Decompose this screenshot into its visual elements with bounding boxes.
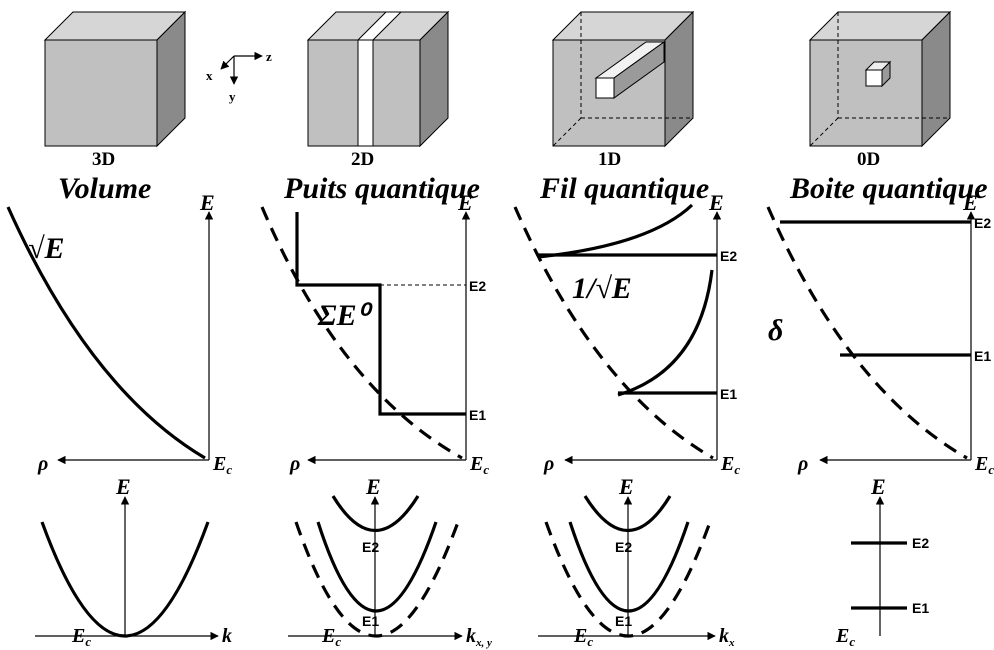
k-axis-label-3d: k: [222, 625, 232, 647]
dispersion-subband-e2-1d: [583, 495, 672, 533]
dos-spike-e2: [537, 203, 694, 259]
level-e1-disp-0d: E1: [912, 600, 929, 616]
level-e2-disp-0d: E2: [912, 535, 929, 551]
dos-plot-3d: E ρ Ec √E: [6, 190, 232, 477]
panel-title-boite-quantique: Boite quantique: [789, 172, 988, 205]
energy-axis-label-disp-2d: E: [365, 474, 381, 499]
level-e1-dos-0d: E1: [974, 348, 991, 364]
ec-label-disp-0d: Ec: [835, 625, 855, 649]
dispersion-parabola-3d: [40, 521, 210, 638]
panel-title-puits-quantique: Puits quantique: [283, 172, 480, 205]
axes-orientation-icon: z y x: [206, 49, 272, 104]
dispersion-bulk-1d: [544, 521, 712, 638]
dispersion-plot-0d: E E2 E1 Ec: [835, 474, 929, 649]
energy-axis-label-disp-1d: E: [618, 474, 634, 499]
energy-axis-label-1d: E: [708, 190, 724, 215]
dimension-label-0d: 0D: [857, 149, 880, 170]
cube-1d-quantum-wire: [551, 10, 695, 148]
dispersion-subband-e2-2d: [331, 495, 420, 533]
dos-curve-3d: [6, 206, 206, 460]
energy-axis-label-2d: E: [457, 190, 473, 215]
dispersion-plot-2d: E E2 E1 kx, y Ec: [288, 474, 492, 649]
level-e1-dos-2d: E1: [469, 407, 486, 423]
axis-y-label: y: [229, 89, 236, 104]
k-axis-label-2d: kx, y: [466, 625, 492, 649]
cube-3d: [43, 10, 187, 148]
dos-plot-0d: E ρ Ec E2 E1 δ: [766, 190, 994, 477]
energy-axis-label-disp-0d: E: [870, 474, 886, 499]
dos-label-step: ΣE⁰: [317, 299, 374, 332]
level-e2-disp-1d: E2: [615, 539, 632, 555]
ec-label-2d: Ec: [469, 453, 489, 477]
level-e1-dos-1d: E1: [720, 386, 737, 402]
ec-label-disp-3d: Ec: [71, 625, 91, 649]
dos-label-sqrt-e: √E: [28, 232, 64, 265]
level-e2-dos-2d: E2: [469, 278, 486, 294]
axis-x-label: x: [206, 68, 213, 83]
energy-axis-label-0d: E: [962, 190, 978, 215]
dispersion-plot-1d: E E2 E1 kx Ec: [538, 474, 735, 649]
dos-envelope-1d: [513, 206, 714, 460]
level-e2-disp-2d: E2: [362, 539, 379, 555]
dimension-label-1d: 1D: [598, 149, 621, 170]
dispersion-bulk-2d: [294, 521, 460, 638]
ec-label-1d: Ec: [720, 453, 740, 477]
dos-plot-1d: E ρ Ec E2 E1 1/√E: [513, 190, 740, 477]
density-axis-label-3d: ρ: [37, 453, 48, 475]
level-e1-disp-1d: E1: [615, 613, 632, 629]
density-axis-label-1d: ρ: [543, 453, 554, 475]
dos-label-delta: δ: [768, 314, 783, 347]
density-axis-label-0d: ρ: [797, 453, 808, 475]
energy-axis-label-3d: E: [199, 190, 215, 215]
level-e1-disp-2d: E1: [362, 613, 379, 629]
density-axis-label-2d: ρ: [289, 453, 300, 475]
dos-envelope-2d: [260, 206, 463, 460]
level-e2-dos-1d: E2: [720, 248, 737, 264]
cube-2d-quantum-well: [306, 10, 450, 148]
ec-label-0d: Ec: [974, 453, 994, 477]
dimension-label-3d: 3D: [92, 149, 115, 170]
panel-title-fil-quantique: Fil quantique: [539, 172, 709, 205]
dos-plot-2d: E ρ Ec E2 E1 ΣE⁰: [260, 190, 489, 477]
dos-envelope-0d: [766, 206, 968, 460]
ec-label-3d: Ec: [212, 453, 232, 477]
dos-label-inv-sqrt-e: 1/√E: [572, 272, 632, 305]
dispersion-subband-e1-1d: [568, 521, 690, 613]
axis-z-label: z: [266, 49, 272, 64]
dimension-label-2d: 2D: [351, 149, 374, 170]
panel-title-volume: Volume: [58, 172, 151, 205]
k-axis-label-1d: kx: [719, 625, 735, 649]
ec-label-disp-2d: Ec: [321, 625, 341, 649]
energy-axis-label-disp-3d: E: [115, 474, 131, 499]
dispersion-plot-3d: E k Ec: [35, 474, 232, 649]
level-e2-dos-0d: E2: [974, 215, 991, 231]
cube-0d-quantum-dot: [808, 10, 952, 148]
ec-label-disp-1d: Ec: [573, 625, 593, 649]
dos-spike-e1: [617, 269, 714, 397]
dispersion-subband-e1-2d: [316, 521, 438, 613]
